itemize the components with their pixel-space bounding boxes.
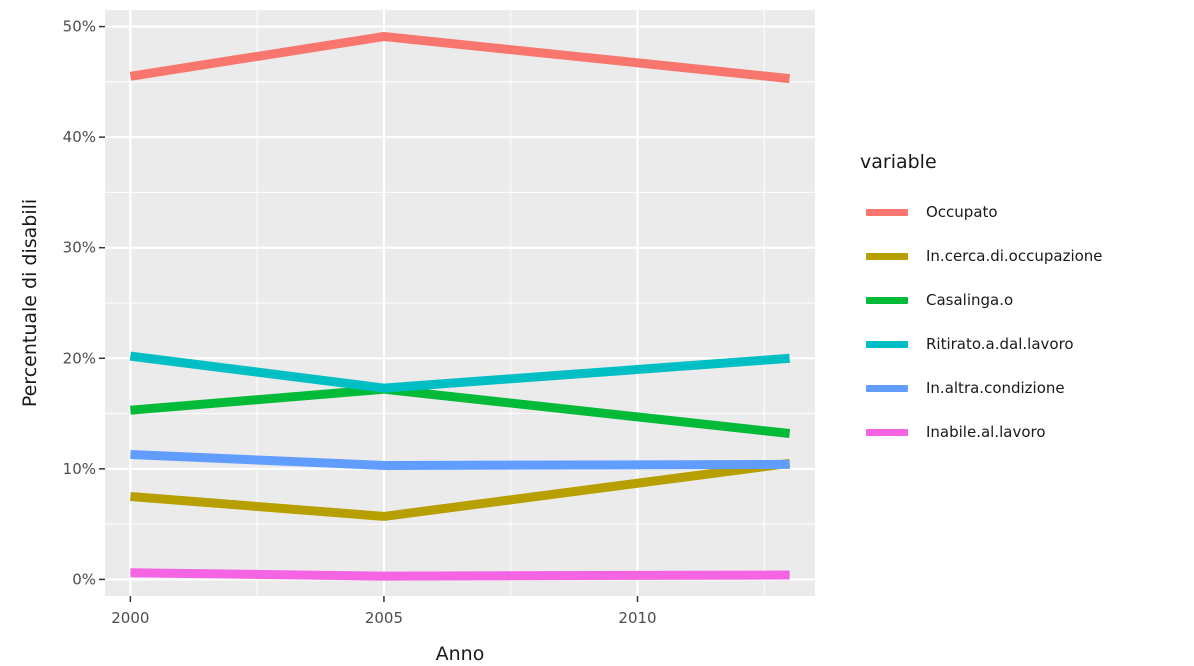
x-tick-label: 2000 xyxy=(111,609,149,627)
x-axis-title: Anno xyxy=(436,643,485,665)
x-tick-label: 2005 xyxy=(365,609,403,627)
y-tick-label: 50% xyxy=(63,18,96,36)
legend-key-swatch xyxy=(866,208,908,216)
legend-label: In.cerca.di.occupazione xyxy=(926,247,1103,265)
y-axis-title: Percentuale di disabili xyxy=(19,199,41,407)
series-line-occupato xyxy=(129,32,791,84)
y-tick-label: 10% xyxy=(63,460,96,478)
x-tick-label: 2010 xyxy=(618,609,656,627)
series-lines xyxy=(129,32,791,581)
legend-title: variable xyxy=(860,151,937,173)
legend-key-swatch xyxy=(866,384,908,392)
y-tick-label: 30% xyxy=(63,239,96,257)
legend-label: In.altra.condizione xyxy=(926,379,1065,397)
series-line-ritirato-a-dal-lavoro xyxy=(129,351,790,393)
series-line-in-altra-condizione xyxy=(130,450,790,470)
legend-items: Occupato In.cerca.di.occupazione Casalinga… xyxy=(860,190,1190,454)
legend-item: Inabile.al.lavoro xyxy=(860,410,1190,454)
legend-label: Inabile.al.lavoro xyxy=(926,423,1046,441)
legend-item: Casalinga.o xyxy=(860,278,1190,322)
y-tick-label: 20% xyxy=(63,349,96,367)
legend-label: Casalinga.o xyxy=(926,291,1014,309)
y-tick-label: 0% xyxy=(72,570,96,588)
legend-item: Ritirato.a.dal.lavoro xyxy=(860,322,1190,366)
legend-item: In.altra.condizione xyxy=(860,366,1190,410)
legend-label: Ritirato.a.dal.lavoro xyxy=(926,335,1074,353)
series-line-inabile-al-lavoro xyxy=(130,568,790,581)
legend-key-swatch xyxy=(866,340,908,348)
axes: 0% 10% 20% 30% 40% 50% 2000 2005 2010 xyxy=(63,18,657,627)
legend-label: Occupato xyxy=(926,203,998,221)
legend-key-swatch xyxy=(866,428,908,436)
chart-legend: variable Occupato In.cerca.di.occupazione… xyxy=(860,148,1190,454)
legend-item: In.cerca.di.occupazione xyxy=(860,234,1190,278)
legend-item: Occupato xyxy=(860,190,1190,234)
legend-key-swatch xyxy=(866,252,908,260)
legend-key-swatch xyxy=(866,296,908,304)
y-tick-label: 40% xyxy=(63,128,96,146)
series-line-in-cerca-di-occupazione xyxy=(130,458,791,521)
